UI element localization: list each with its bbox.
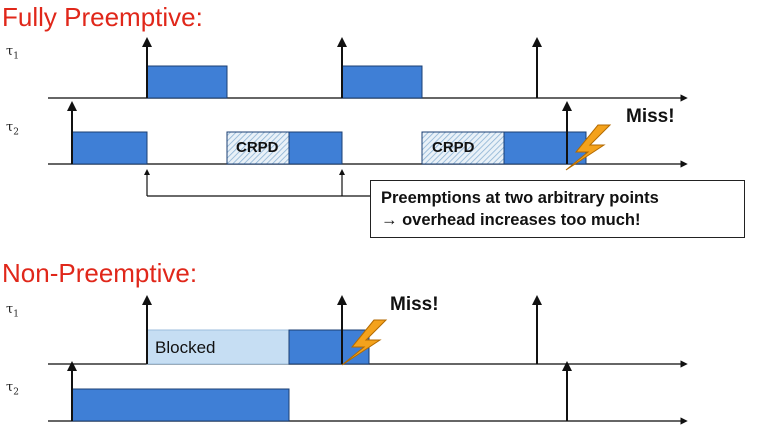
callout-line-2: → overhead increases too much! — [381, 211, 641, 229]
np-tau2-job-1 — [71, 388, 290, 422]
fp-tau1-label: τ1 — [6, 44, 19, 62]
fp-tau2-job-3 — [503, 131, 587, 165]
fp-tau2-job-2 — [288, 131, 343, 165]
blocked-label: Blocked — [155, 338, 216, 357]
np-tau1-label: τ1 — [6, 302, 19, 320]
np-tau2-label: τ2 — [6, 380, 19, 398]
fp-tau1-job-2 — [341, 65, 423, 99]
lightning-icon — [341, 319, 388, 366]
fp-tau1-job-1 — [146, 65, 228, 99]
fully-preemptive-title: Fully Preemptive: — [2, 2, 203, 32]
crpd-label-2: CRPD — [432, 139, 475, 156]
np-miss-label: Miss! — [390, 294, 439, 315]
fp-miss-label: Miss! — [626, 106, 675, 127]
fp-tau2-job-1 — [71, 131, 148, 165]
lightning-icon — [565, 124, 612, 171]
non-preemptive-title: Non-Preemptive: — [2, 258, 198, 288]
preemption-callout: Preemptions at two arbitrary points → ov… — [370, 180, 745, 238]
crpd-label-1: CRPD — [236, 139, 279, 156]
np-blocked-region — [146, 329, 290, 365]
fp-tau2-label: τ2 — [6, 120, 19, 138]
callout-line-1: Preemptions at two arbitrary points — [381, 189, 659, 207]
